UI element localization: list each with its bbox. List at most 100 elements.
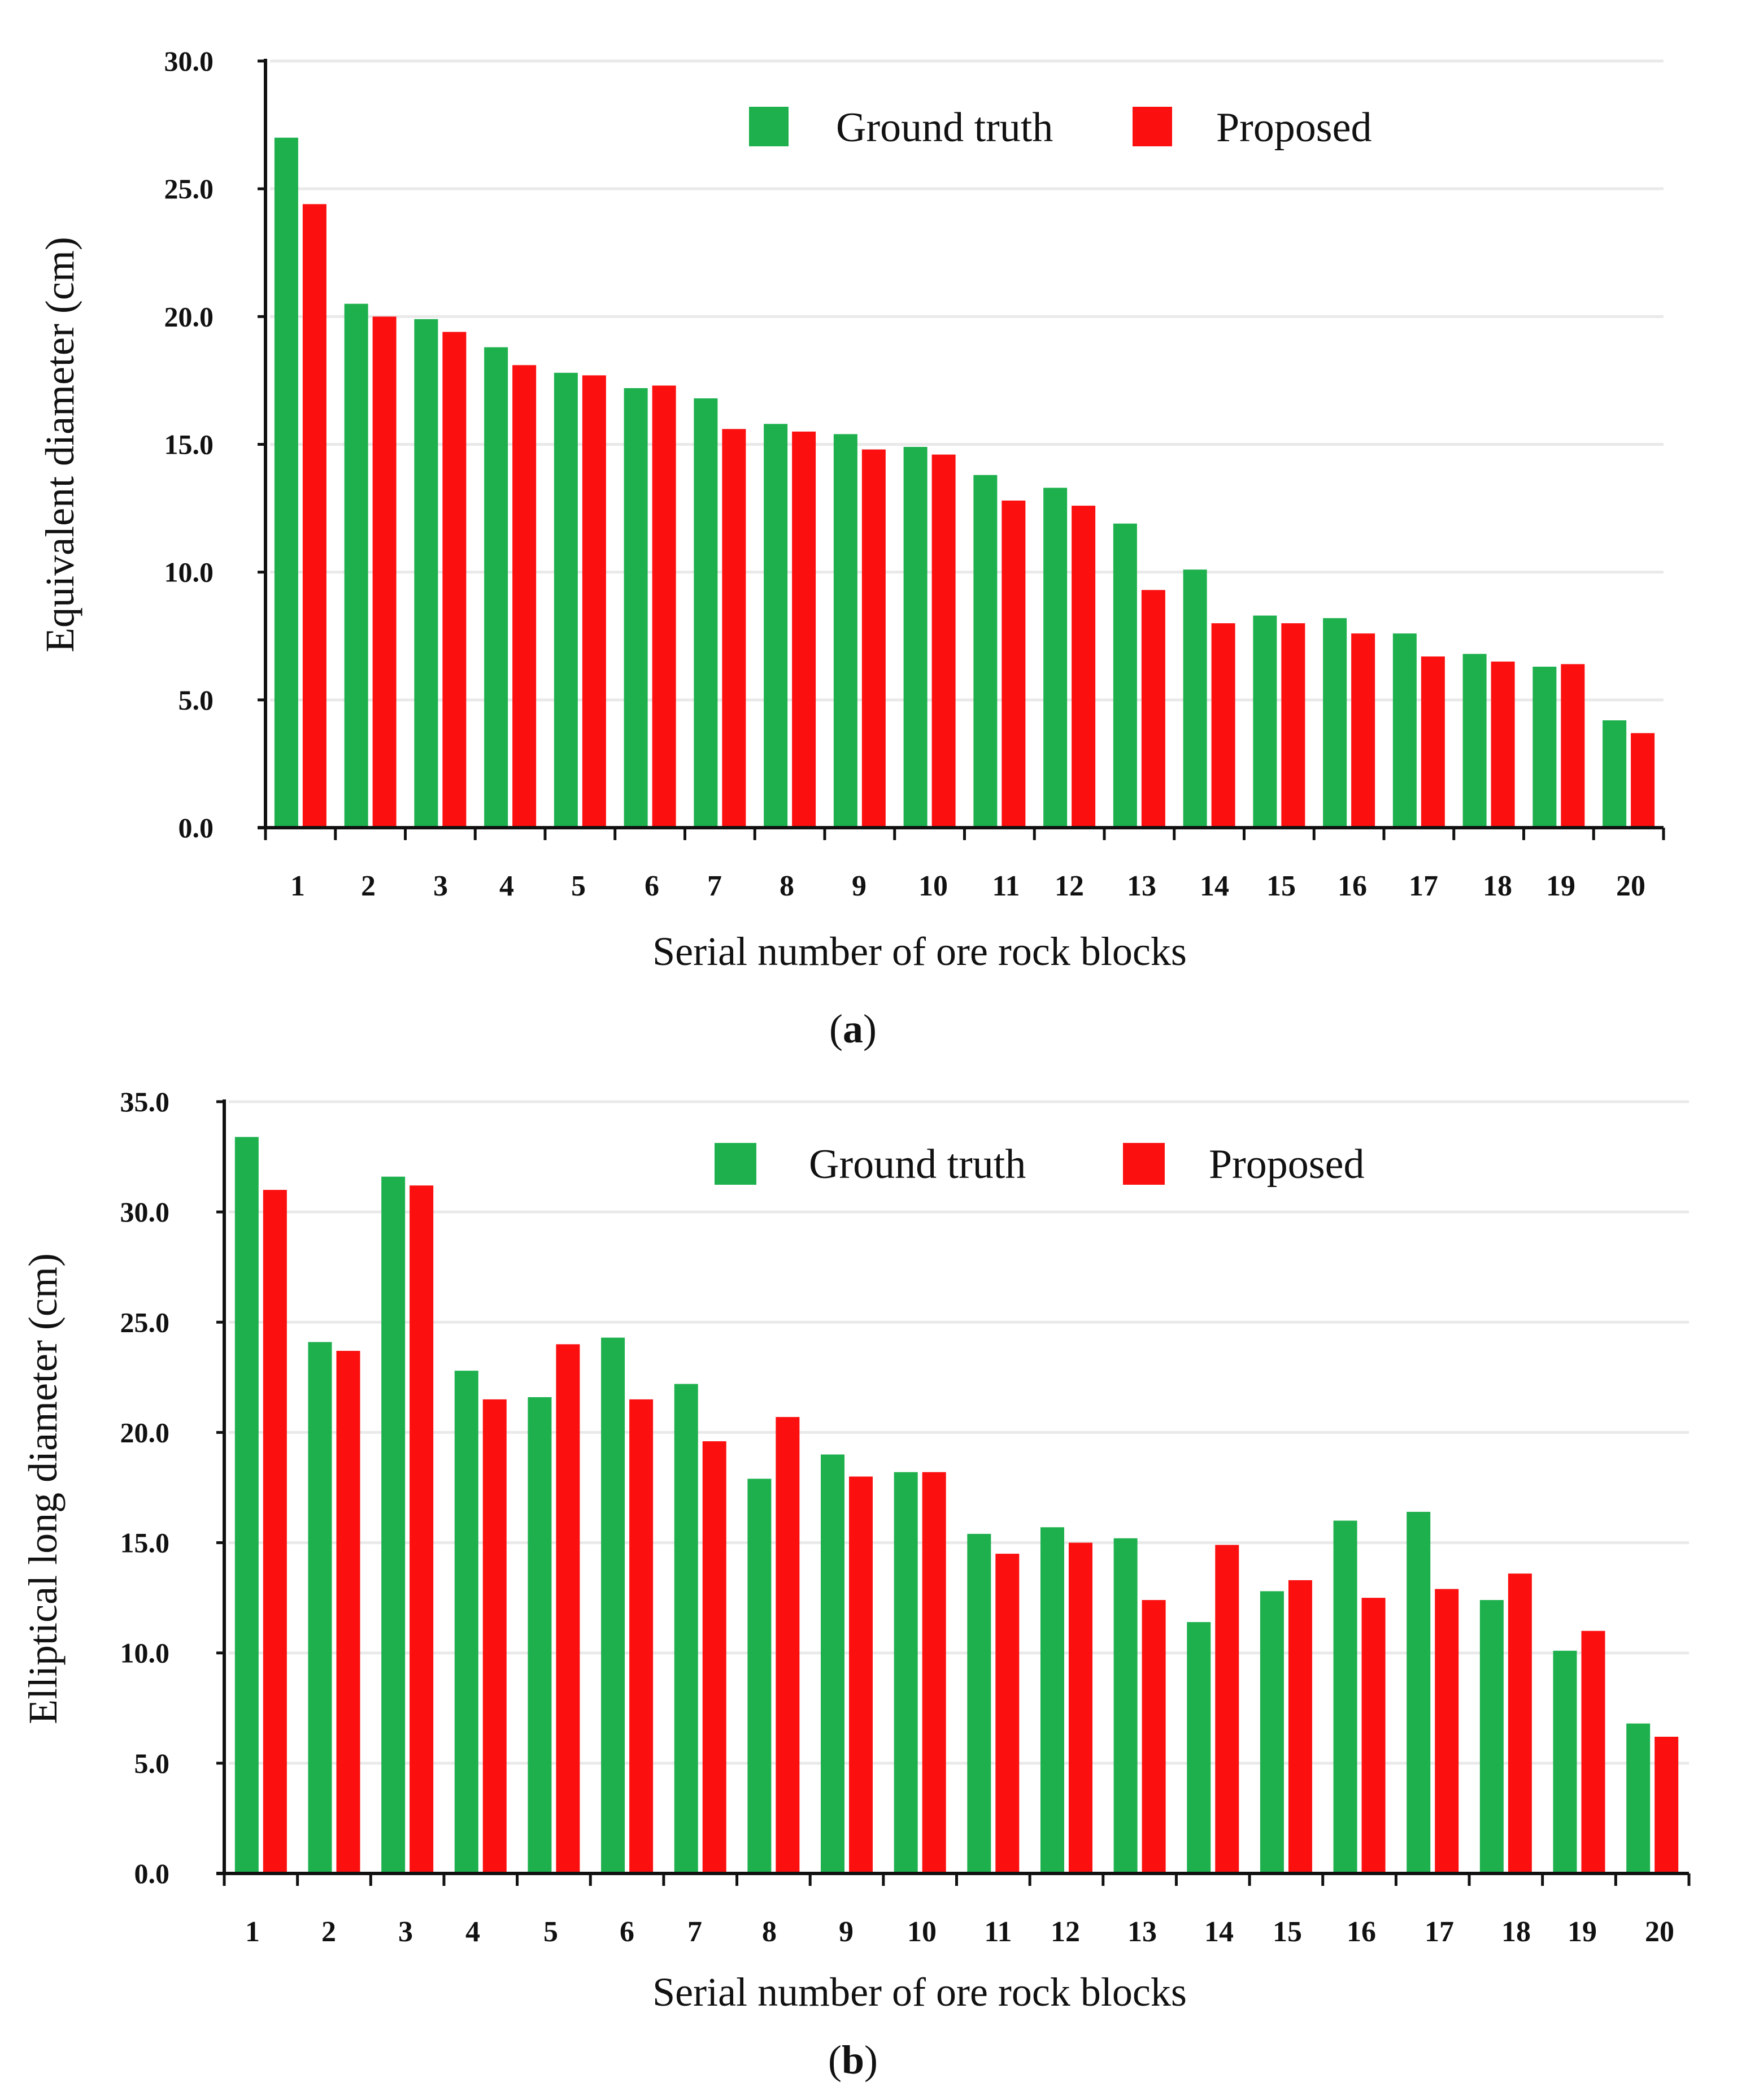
y-axis-title: Elliptical long diameter (cm) — [20, 1253, 66, 1724]
x-tick-label: 18 — [1501, 1916, 1531, 1948]
legend-label-proposed: Proposed — [1209, 1141, 1364, 1188]
ground-truth-bar-7 — [694, 398, 718, 828]
proposed-bar-10 — [922, 1472, 946, 1873]
ground-truth-bar-20 — [1603, 720, 1627, 828]
proposed-bar-3 — [410, 1185, 434, 1873]
ground-truth-bar-19 — [1553, 1650, 1577, 1873]
ground-truth-bar-16 — [1333, 1520, 1357, 1873]
y-axis-title: Equivalent diameter (cm) — [37, 237, 82, 653]
proposed-bar-19 — [1561, 664, 1585, 828]
legend-swatch-ground-truth — [749, 107, 789, 146]
x-tick-label: 8 — [762, 1916, 777, 1948]
x-tick-label: 12 — [1051, 1916, 1080, 1948]
proposed-bar-3 — [442, 332, 467, 828]
proposed-bar-20 — [1631, 733, 1655, 828]
x-tick-label: 13 — [1127, 1916, 1157, 1948]
ground-truth-bar-9 — [821, 1454, 845, 1873]
x-tick-label: 10 — [918, 870, 948, 902]
panel-label-close-paren: ) — [863, 1006, 877, 1051]
proposed-bar-17 — [1421, 656, 1445, 828]
x-tick-label: 1 — [245, 1916, 260, 1948]
x-tick-label: 13 — [1127, 870, 1156, 902]
proposed-bar-4 — [512, 365, 537, 828]
x-tick-label: 16 — [1338, 870, 1367, 902]
ground-truth-bar-5 — [528, 1397, 552, 1873]
x-tick-label: 9 — [839, 1916, 854, 1948]
proposed-bar-13 — [1141, 590, 1165, 828]
x-tick-label: 1 — [290, 870, 305, 902]
ground-truth-bar-11 — [967, 1533, 991, 1873]
proposed-bar-11 — [1002, 501, 1026, 828]
chart-panel-b: 0.05.010.015.020.025.030.035.01 2 3 4 5 6 7 8 9 1… — [20, 1086, 1691, 2082]
y-tick-label: 25.0 — [164, 173, 214, 205]
x-tick-label: 10 — [907, 1916, 937, 1948]
ground-truth-bar-4 — [454, 1371, 478, 1873]
panel-label-letter: b — [842, 2037, 864, 2082]
x-tick-label: 3 — [433, 870, 448, 902]
ground-truth-bar-12 — [1043, 488, 1068, 828]
x-tick-label: 18 — [1483, 870, 1512, 902]
legend-swatch-proposed — [1133, 107, 1172, 146]
ground-truth-bar-19 — [1532, 667, 1557, 828]
x-tick-label: 20 — [1616, 870, 1645, 902]
ground-truth-bar-14 — [1187, 1622, 1211, 1873]
y-tick-label: 25.0 — [120, 1306, 170, 1338]
ground-truth-bar-7 — [674, 1384, 698, 1873]
x-tick-label: 4 — [499, 870, 514, 902]
legend: Ground truth Proposed — [715, 1141, 1364, 1188]
proposed-bar-17 — [1435, 1589, 1459, 1873]
ground-truth-bar-17 — [1392, 633, 1417, 828]
proposed-bar-9 — [849, 1476, 873, 1873]
y-tick-label: 30.0 — [120, 1196, 170, 1228]
y-tick-label: 0.0 — [134, 1858, 170, 1889]
proposed-bar-16 — [1361, 1598, 1386, 1873]
ground-truth-bar-10 — [903, 447, 928, 828]
proposed-bar-7 — [702, 1441, 726, 1873]
panel-label: (b) — [828, 2037, 878, 2082]
x-tick-label: 5 — [543, 1916, 558, 1948]
proposed-bar-18 — [1491, 661, 1515, 828]
x-tick-label: 9 — [852, 870, 867, 902]
x-tick-label: 20 — [1645, 1916, 1674, 1948]
x-tick-label: 14 — [1204, 1916, 1234, 1948]
proposed-bar-16 — [1351, 633, 1375, 828]
y-tick-label: 20.0 — [120, 1416, 170, 1448]
ground-truth-bar-6 — [601, 1337, 625, 1873]
ground-truth-bar-1 — [274, 137, 298, 828]
x-tick-label: 2 — [321, 1916, 336, 1948]
proposed-bar-18 — [1508, 1573, 1532, 1873]
x-tick-label: 8 — [780, 870, 794, 902]
y-tick-label: 5.0 — [134, 1747, 170, 1779]
ground-truth-bar-8 — [747, 1479, 772, 1873]
panel-label-close-paren: ) — [864, 2037, 878, 2082]
ground-truth-bar-6 — [624, 388, 648, 828]
x-axis-title: Serial number of ore rock blocks — [652, 929, 1187, 974]
ground-truth-bar-14 — [1183, 569, 1207, 828]
proposed-bar-8 — [776, 1417, 800, 1873]
y-tick-label: 10.0 — [164, 556, 214, 588]
x-tick-label: 12 — [1055, 870, 1084, 902]
proposed-bar-5 — [582, 375, 606, 828]
x-tick-label: 11 — [984, 1916, 1012, 1948]
y-tick-label: 15.0 — [120, 1527, 170, 1559]
x-tick-label: 4 — [465, 1916, 480, 1948]
proposed-bar-10 — [931, 454, 956, 828]
proposed-bar-14 — [1215, 1545, 1239, 1873]
proposed-bar-9 — [861, 449, 886, 828]
ground-truth-bar-16 — [1323, 618, 1347, 828]
y-tick-label: 15.0 — [164, 429, 214, 460]
y-tick-label: 30.0 — [164, 45, 214, 77]
proposed-bar-12 — [1068, 1542, 1092, 1873]
ground-truth-bar-18 — [1479, 1600, 1504, 1873]
proposed-bar-2 — [372, 316, 397, 828]
x-tick-label: 14 — [1200, 870, 1229, 902]
ground-truth-bar-3 — [381, 1176, 406, 1873]
chart-panel-a: 0.05.010.015.020.025.030.01 2 3 4 5 6 7 8 9 10 11 1… — [37, 45, 1665, 1051]
proposed-bar-1 — [302, 204, 326, 828]
x-tick-label: 7 — [687, 1916, 702, 1948]
proposed-bar-6 — [629, 1399, 654, 1873]
legend-swatch-ground-truth — [715, 1143, 756, 1185]
proposed-bar-1 — [263, 1190, 287, 1873]
ground-truth-bar-3 — [414, 319, 438, 828]
